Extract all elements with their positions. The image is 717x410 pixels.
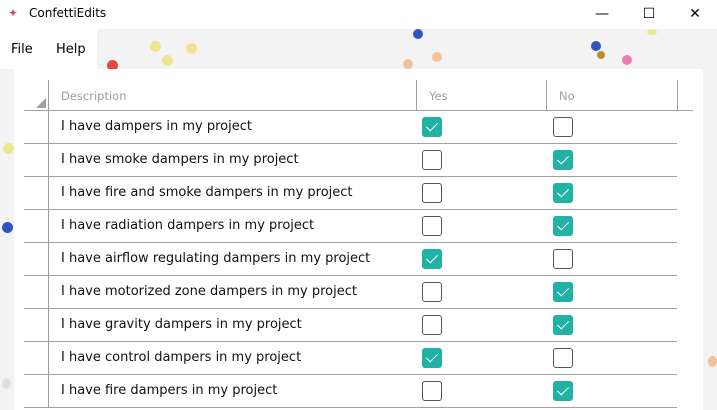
description-cell: I have fire dampers in my project	[61, 383, 278, 398]
column-header-description[interactable]: Description	[61, 89, 127, 103]
table-row: I have fire dampers in my project	[24, 375, 677, 408]
table-row: I have control dampers in my project	[24, 342, 677, 375]
table-row: I have dampers in my project	[24, 111, 677, 144]
menu-help[interactable]: Help	[56, 42, 86, 57]
yes-checkbox[interactable]	[422, 183, 442, 203]
yes-checkbox[interactable]	[422, 249, 442, 269]
table-row: I have gravity dampers in my project	[24, 309, 677, 342]
yes-checkbox[interactable]	[422, 348, 442, 368]
description-cell: I have control dampers in my project	[61, 350, 302, 365]
yes-checkbox[interactable]	[422, 381, 442, 401]
no-checkbox[interactable]	[553, 117, 573, 137]
yes-checkbox[interactable]	[422, 216, 442, 236]
data-grid: Description Yes No I have dampers in my …	[24, 80, 693, 408]
close-button[interactable]: ✕	[689, 6, 701, 22]
no-checkbox[interactable]	[553, 216, 573, 236]
title-bar: ✦ ConfettiEdits — ☐ ✕	[0, 0, 717, 29]
maximize-button[interactable]: ☐	[642, 6, 656, 22]
row-header-divider	[48, 177, 49, 209]
row-header-divider	[48, 276, 49, 308]
confetti-app-icon: ✦	[8, 6, 19, 20]
row-header-divider	[48, 309, 49, 341]
table-row: I have fire and smoke dampers in my proj…	[24, 177, 677, 210]
row-header-divider	[48, 375, 49, 407]
row-header-divider	[48, 342, 49, 374]
no-checkbox[interactable]	[553, 183, 573, 203]
minimize-button[interactable]: —	[595, 6, 609, 22]
yes-checkbox[interactable]	[422, 150, 442, 170]
yes-checkbox[interactable]	[422, 315, 442, 335]
no-checkbox[interactable]	[553, 282, 573, 302]
column-header-yes[interactable]: Yes	[429, 89, 448, 103]
description-cell: I have smoke dampers in my project	[61, 152, 299, 167]
no-checkbox[interactable]	[553, 249, 573, 269]
column-header-no[interactable]: No	[559, 89, 575, 103]
row-header-divider	[48, 243, 49, 275]
table-row: I have smoke dampers in my project	[24, 144, 677, 177]
table-row: I have motorized zone dampers in my proj…	[24, 276, 677, 309]
row-header-divider	[48, 111, 49, 143]
window-title: ConfettiEdits	[29, 6, 107, 20]
description-cell: I have dampers in my project	[61, 119, 252, 134]
yes-checkbox[interactable]	[422, 117, 442, 137]
menu-file[interactable]: File	[11, 42, 33, 57]
description-cell: I have motorized zone dampers in my proj…	[61, 284, 357, 299]
no-checkbox[interactable]	[553, 381, 573, 401]
no-checkbox[interactable]	[553, 315, 573, 335]
select-all-corner[interactable]	[36, 98, 46, 108]
row-header-divider	[48, 210, 49, 242]
description-cell: I have gravity dampers in my project	[61, 317, 302, 332]
grid-header: Description Yes No	[24, 80, 693, 111]
table-row: I have airflow regulating dampers in my …	[24, 243, 677, 276]
content-panel	[14, 69, 703, 410]
description-cell: I have airflow regulating dampers in my …	[61, 251, 371, 266]
table-row: I have radiation dampers in my project	[24, 210, 677, 243]
no-checkbox[interactable]	[553, 150, 573, 170]
description-cell: I have fire and smoke dampers in my proj…	[61, 185, 353, 200]
description-cell: I have radiation dampers in my project	[61, 218, 315, 233]
row-header-divider	[48, 144, 49, 176]
menu-bar: File Help	[0, 29, 97, 69]
no-checkbox[interactable]	[553, 348, 573, 368]
yes-checkbox[interactable]	[422, 282, 442, 302]
